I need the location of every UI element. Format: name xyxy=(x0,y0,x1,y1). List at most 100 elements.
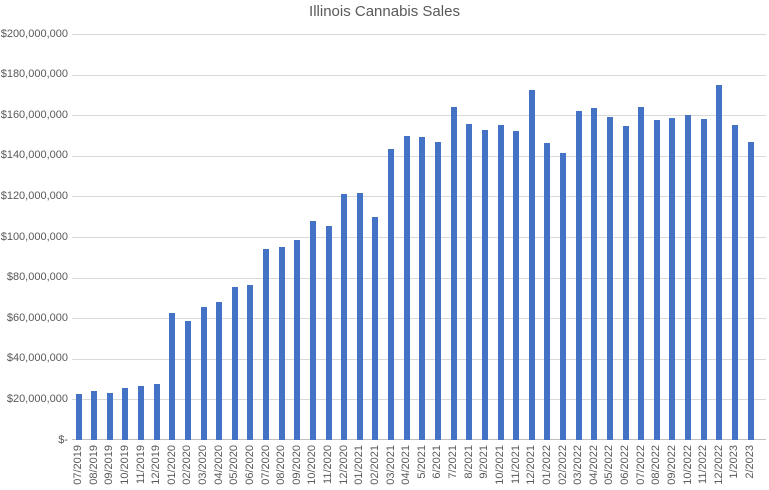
bar[interactable] xyxy=(544,142,551,440)
x-tick-label: 9/2021 xyxy=(478,445,491,479)
gridline xyxy=(72,156,766,157)
y-tick-label: $80,000,000 xyxy=(6,271,68,283)
x-tick-label: 11/2021 xyxy=(509,445,522,484)
bar[interactable] xyxy=(388,148,395,440)
y-tick-label: $120,000,000 xyxy=(0,190,68,202)
bar[interactable] xyxy=(700,119,707,440)
bar[interactable] xyxy=(263,249,269,440)
bar[interactable] xyxy=(747,141,754,440)
bar[interactable] xyxy=(653,120,660,440)
bar[interactable] xyxy=(216,302,223,440)
x-tick-label: 03/2020 xyxy=(197,445,209,485)
bar[interactable] xyxy=(122,388,129,440)
x-tick-label: 04/2020 xyxy=(212,445,225,485)
bar[interactable] xyxy=(434,141,441,440)
bar[interactable] xyxy=(341,194,348,440)
x-tick-label: 09/2022 xyxy=(665,445,678,485)
plot-area xyxy=(72,34,766,440)
x-tick-label: 6/2021 xyxy=(431,445,444,479)
gridline xyxy=(72,318,766,319)
x-tick-label: 7/2021 xyxy=(447,445,460,479)
x-tick-label: 09/2019 xyxy=(103,445,116,485)
x-tick-label: 02/2022 xyxy=(556,445,569,485)
x-tick-label: 04/2022 xyxy=(587,445,600,485)
x-tick-label: 01/2021 xyxy=(353,445,366,485)
gridline xyxy=(72,237,766,238)
x-tick-label: 01/2022 xyxy=(540,445,553,485)
x-tick-label: 04/2021 xyxy=(400,445,413,485)
bar[interactable] xyxy=(325,225,332,440)
bar[interactable] xyxy=(685,115,691,440)
x-tick-label: 05/2020 xyxy=(228,445,241,485)
x-tick-label: 12/2021 xyxy=(525,445,538,485)
bar[interactable] xyxy=(247,284,254,440)
x-tick-label: 09/2020 xyxy=(290,445,303,485)
bar[interactable] xyxy=(169,313,176,440)
bar[interactable] xyxy=(450,107,457,440)
bar[interactable] xyxy=(466,124,473,440)
x-tick-label: 06/2020 xyxy=(243,445,256,485)
bar[interactable] xyxy=(309,220,316,440)
bar[interactable] xyxy=(75,394,82,440)
y-tick-label: $180,000,000 xyxy=(0,68,68,80)
x-tick-label: 02/2021 xyxy=(368,445,381,485)
y-tick-label: $200,000,000 xyxy=(0,28,68,40)
x-tick-label: 07/2022 xyxy=(634,445,647,485)
x-tick-label: 8/2021 xyxy=(462,445,475,479)
x-tick-label: 02/2020 xyxy=(181,445,194,485)
x-tick-label: 2/2023 xyxy=(744,445,756,479)
bar[interactable] xyxy=(184,321,191,440)
bar[interactable] xyxy=(231,286,238,440)
bar[interactable] xyxy=(153,384,160,440)
bar[interactable] xyxy=(278,247,285,440)
x-tick-label: 1/2023 xyxy=(728,445,741,479)
bar[interactable] xyxy=(622,126,629,440)
x-tick-label: 10/2019 xyxy=(118,445,131,485)
bar[interactable] xyxy=(731,125,738,440)
bar[interactable] xyxy=(356,193,363,440)
gridline xyxy=(72,196,766,197)
chart-title[interactable]: Illinois Cannabis Sales xyxy=(309,3,460,20)
x-axis-line xyxy=(72,439,766,440)
bar[interactable] xyxy=(638,107,645,440)
bar[interactable] xyxy=(403,135,410,440)
gridline xyxy=(72,359,766,360)
bar[interactable] xyxy=(138,386,144,440)
bar[interactable] xyxy=(560,152,566,440)
x-tick-label: 08/2020 xyxy=(275,445,288,485)
x-tick-label: 12/2022 xyxy=(712,445,725,485)
x-tick-label: 10/2020 xyxy=(306,445,319,485)
bar[interactable] xyxy=(528,89,535,440)
y-tick-label: $140,000,000 xyxy=(0,149,68,161)
y-tick-label: $60,000,000 xyxy=(6,312,68,324)
bar[interactable] xyxy=(91,391,98,440)
x-tick-label: 12/2020 xyxy=(337,445,350,485)
x-tick-label: 10/2022 xyxy=(681,445,694,485)
bar[interactable] xyxy=(419,136,426,440)
bar[interactable] xyxy=(591,108,598,440)
bar[interactable] xyxy=(106,393,113,440)
x-tick-label: 11/2022 xyxy=(697,445,710,484)
bar[interactable] xyxy=(497,125,504,440)
bar[interactable] xyxy=(513,131,520,440)
bar[interactable] xyxy=(716,84,723,440)
bar[interactable] xyxy=(372,216,379,440)
gridline xyxy=(72,399,766,400)
x-tick-label: 5/2021 xyxy=(415,445,428,479)
x-tick-label: 08/2019 xyxy=(87,445,100,485)
y-tick-label: $100,000,000 xyxy=(0,231,68,243)
bar[interactable] xyxy=(481,130,488,440)
y-tick-label: $160,000,000 xyxy=(0,109,68,121)
bar[interactable] xyxy=(575,111,582,440)
x-tick-label: 08/2022 xyxy=(650,445,663,485)
bar[interactable] xyxy=(606,117,613,440)
y-tick-label: $- xyxy=(58,434,68,446)
bar[interactable] xyxy=(200,307,207,440)
bar[interactable] xyxy=(294,240,301,440)
x-tick-label: 06/2022 xyxy=(619,445,631,485)
gridline xyxy=(72,115,766,116)
bar[interactable] xyxy=(669,118,676,440)
x-tick-label: 11/2020 xyxy=(322,445,334,484)
x-tick-label: 03/2021 xyxy=(384,445,397,485)
